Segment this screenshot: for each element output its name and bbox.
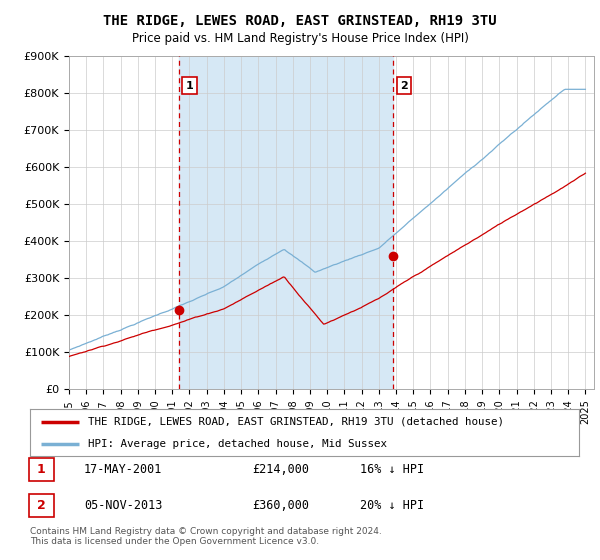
Bar [179,56,393,389]
Text: THE RIDGE, LEWES ROAD, EAST GRINSTEAD, RH19 3TU (detached house): THE RIDGE, LEWES ROAD, EAST GRINSTEAD, R… [88,417,503,427]
Text: £360,000: £360,000 [252,499,309,512]
Text: Contains HM Land Registry data © Crown copyright and database right 2024.
This d: Contains HM Land Registry data © Crown c… [30,526,382,546]
Text: Price paid vs. HM Land Registry's House Price Index (HPI): Price paid vs. HM Land Registry's House … [131,32,469,45]
Text: 1: 1 [186,81,193,91]
Text: 17-MAY-2001: 17-MAY-2001 [84,463,163,476]
Text: 2: 2 [400,81,408,91]
Text: HPI: Average price, detached house, Mid Sussex: HPI: Average price, detached house, Mid … [88,438,386,449]
Text: £214,000: £214,000 [252,463,309,476]
Text: 1: 1 [37,463,46,476]
Text: 2: 2 [37,499,46,512]
Text: 20% ↓ HPI: 20% ↓ HPI [360,499,424,512]
Text: THE RIDGE, LEWES ROAD, EAST GRINSTEAD, RH19 3TU: THE RIDGE, LEWES ROAD, EAST GRINSTEAD, R… [103,14,497,28]
Text: 16% ↓ HPI: 16% ↓ HPI [360,463,424,476]
Text: 05-NOV-2013: 05-NOV-2013 [84,499,163,512]
